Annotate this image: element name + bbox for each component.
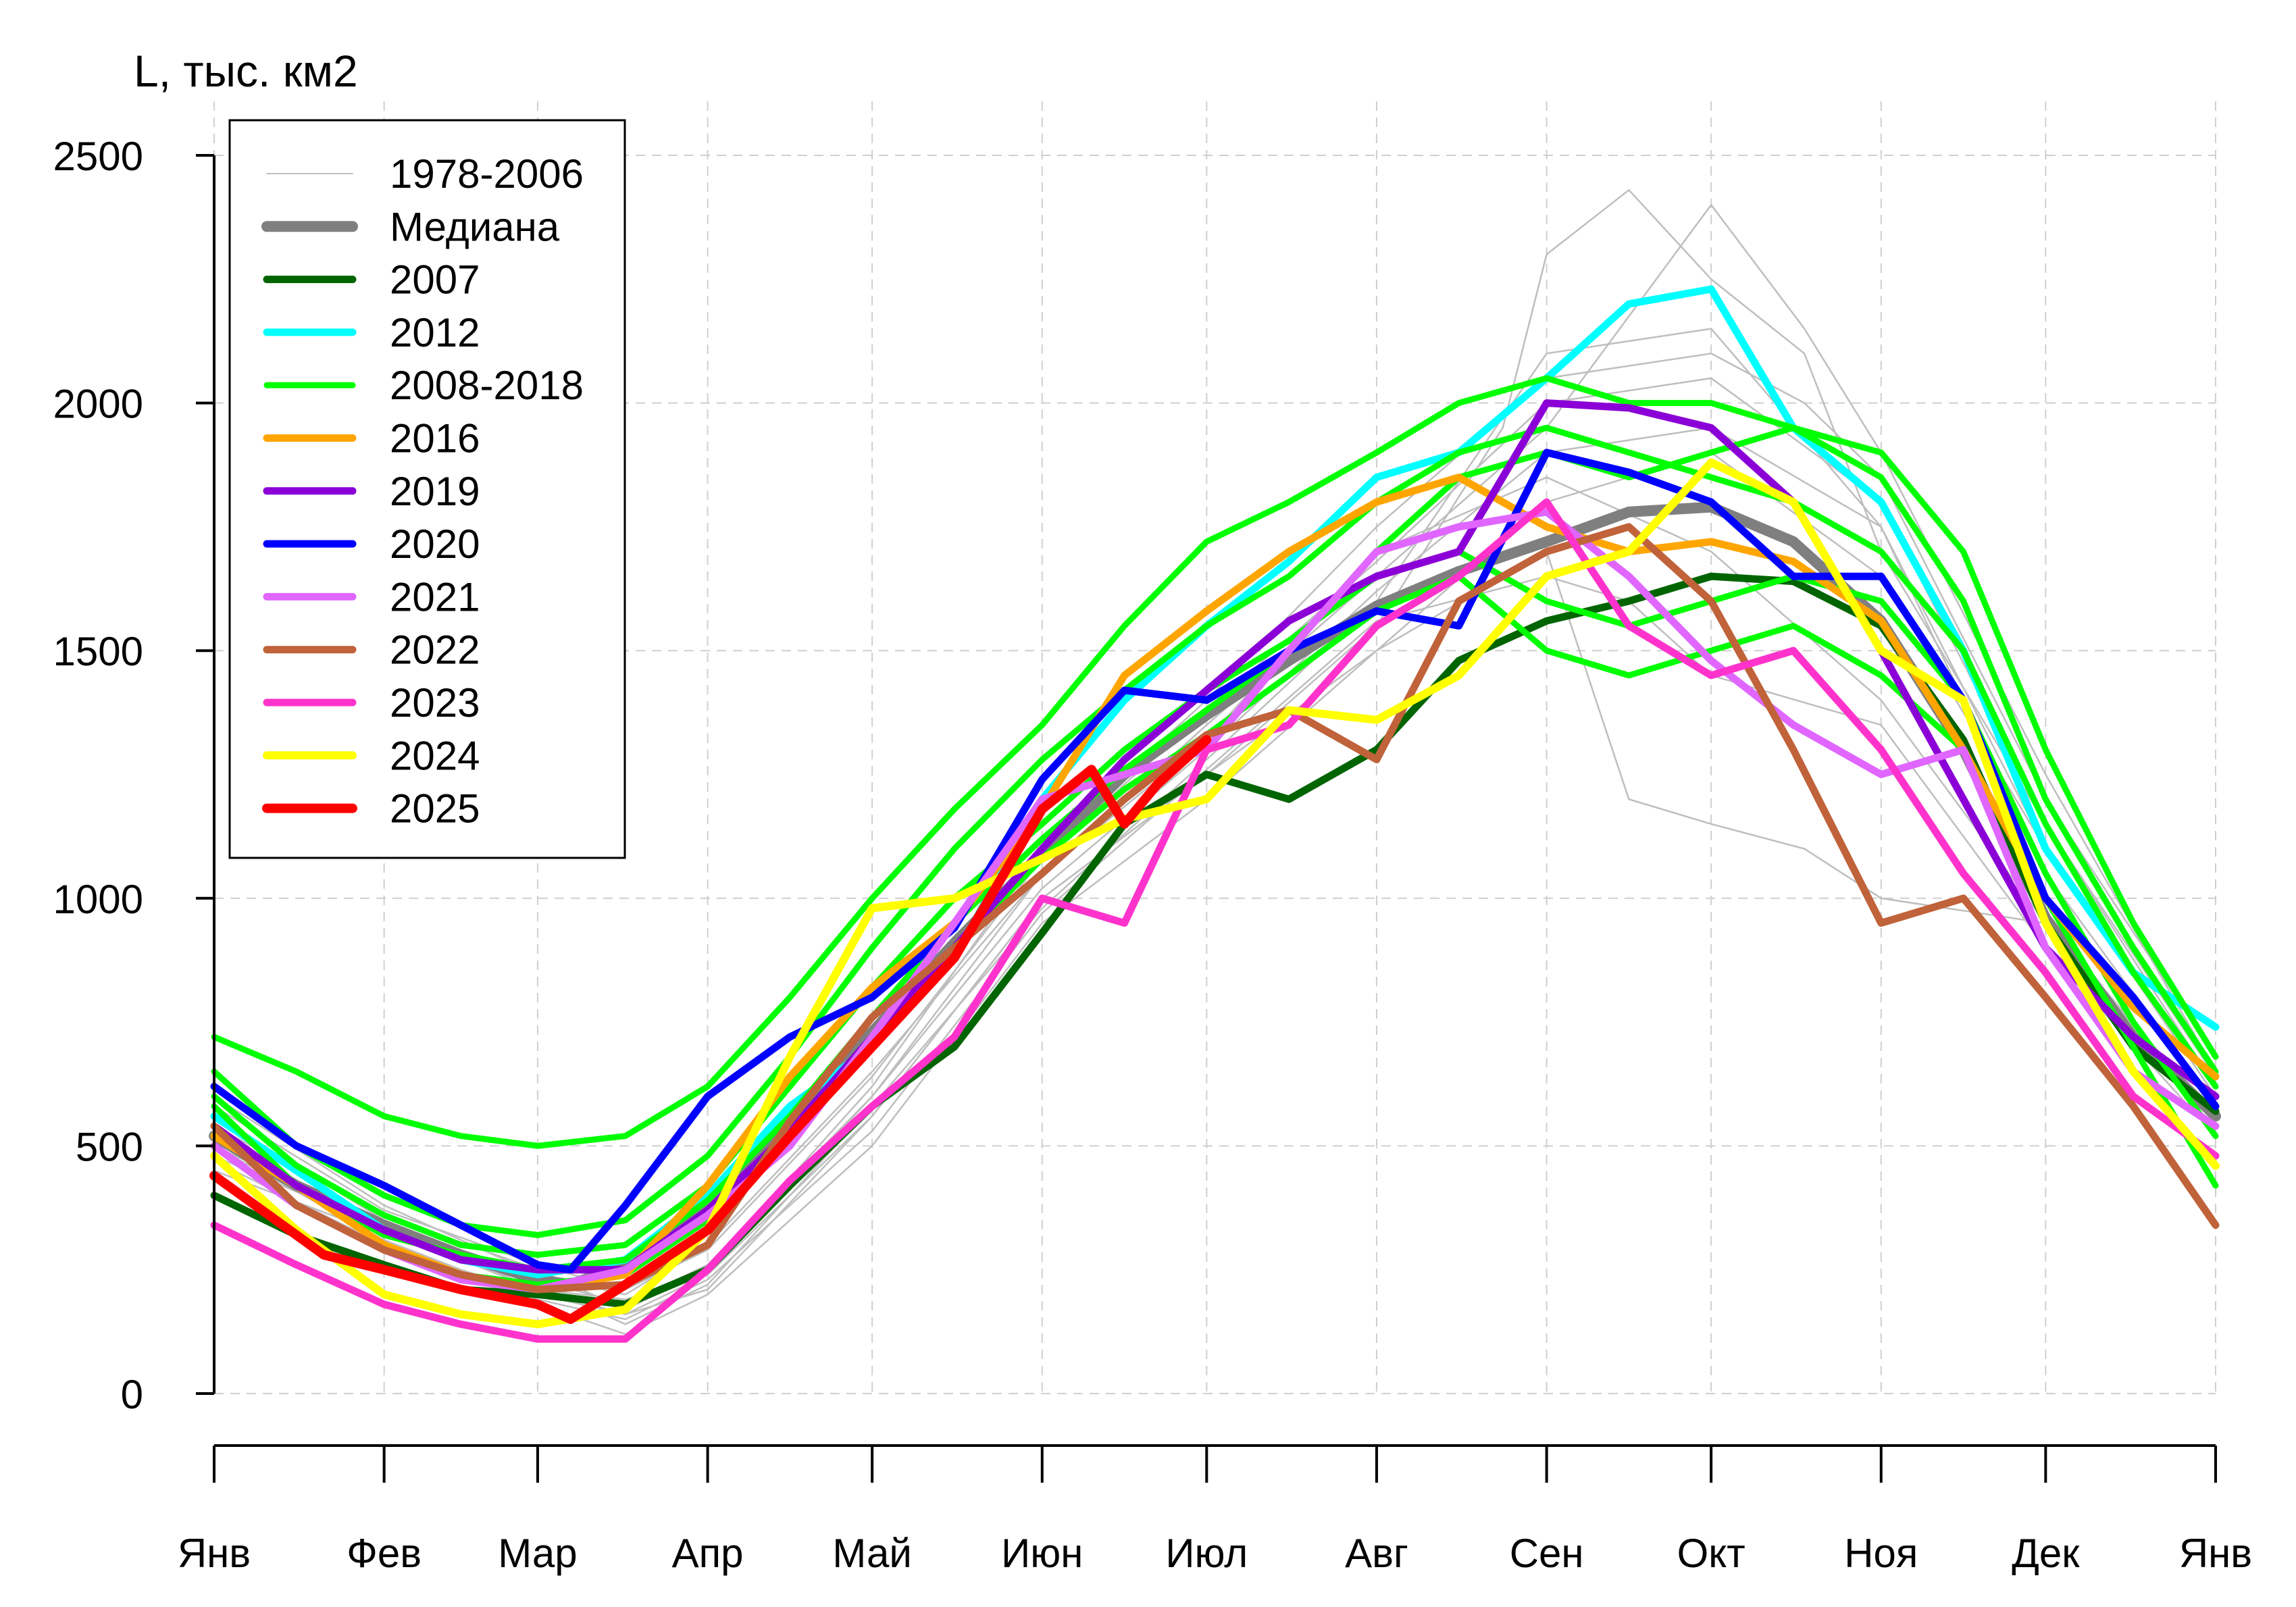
series-line-2008-2018 xyxy=(211,375,2219,1149)
x-tick-label: Дек xyxy=(2012,1531,2080,1576)
series-lines xyxy=(209,285,2221,1343)
series-line-2022 xyxy=(210,523,2220,1294)
legend: 1978-2006 Медиана 2007 2012 2008-2018 2016 201… xyxy=(228,119,626,859)
series-line-2020 xyxy=(210,449,2220,1274)
legend-label: 2019 xyxy=(390,469,480,514)
y-tick-label: 0 xyxy=(121,1372,143,1417)
x-tick-label: Мар xyxy=(498,1531,577,1576)
y-tick-label: 1500 xyxy=(53,629,143,674)
legend-label: 2024 xyxy=(390,733,480,778)
legend-label: 2020 xyxy=(390,521,480,567)
legend-label: 2008-2018 xyxy=(390,363,584,408)
legend-label: 2016 xyxy=(390,416,480,461)
legend-label: 2022 xyxy=(390,628,480,673)
x-tick-label: Июн xyxy=(1001,1531,1083,1576)
x-tick-label: Июл xyxy=(1165,1531,1248,1576)
legend-label: 2025 xyxy=(390,786,480,832)
legend-label: 2007 xyxy=(390,257,480,303)
legend-label: 2021 xyxy=(390,574,480,619)
series-line-2024 xyxy=(210,458,2220,1329)
y-tick-label: 2000 xyxy=(53,382,143,427)
legend-label: 2012 xyxy=(390,310,480,355)
x-tick-label: Сен xyxy=(1510,1531,1584,1576)
legend-label: 1978-2006 xyxy=(390,151,584,197)
y-axis-label: L, тыс. км2 xyxy=(134,46,358,96)
x-tick-label: Янв xyxy=(178,1531,251,1576)
x-tick-label: Май xyxy=(832,1531,912,1576)
series-line-2025 xyxy=(209,735,1212,1324)
x-tick-label: Апр xyxy=(672,1531,744,1576)
y-tick-label: 500 xyxy=(76,1124,143,1169)
x-tick-label: Ноя xyxy=(1844,1531,1918,1576)
x-tick-label: Янв xyxy=(2179,1531,2252,1576)
legend-label: Медиана xyxy=(390,204,560,249)
series-line-2023 xyxy=(210,498,2220,1343)
series-line-1978-2006 xyxy=(213,575,2216,1321)
series-line-2008-2018 xyxy=(211,424,2219,1238)
y-tick-label: 1000 xyxy=(53,877,143,922)
x-tick-label: Авг xyxy=(1345,1531,1408,1576)
legend-label: 2023 xyxy=(390,680,480,725)
x-tick-label: Окт xyxy=(1677,1531,1745,1576)
y-tick-label: 2500 xyxy=(53,134,143,179)
x-tick-label: Фев xyxy=(347,1531,422,1576)
x-ticks: Янв Фев Мар Апр Май Июн Июл Авг Сен Окт Ноя Дек Янв xyxy=(178,1446,2252,1576)
y-ticks: 0 500 1000 1500 2000 2500 xyxy=(53,134,214,1417)
